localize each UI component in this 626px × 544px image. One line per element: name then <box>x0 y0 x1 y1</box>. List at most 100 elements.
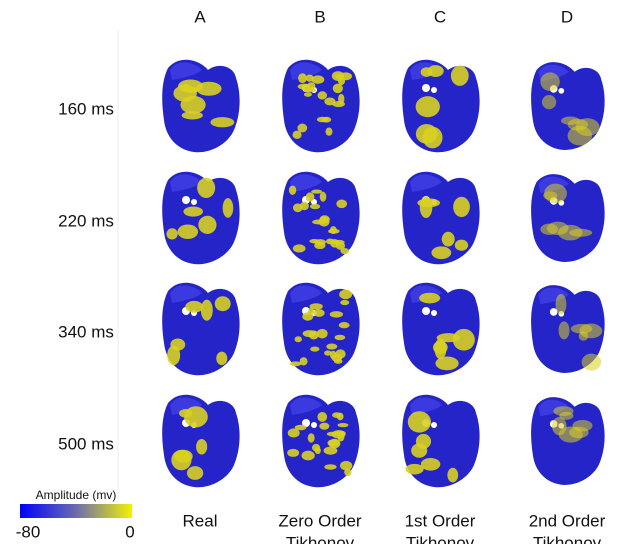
activation-patch <box>333 358 343 364</box>
activation-patch <box>294 336 302 343</box>
colorbar-min: -80 <box>16 522 41 541</box>
activation-patch <box>216 351 228 366</box>
activation-patch <box>329 350 337 360</box>
activation-patch <box>167 345 181 366</box>
activation-patch <box>339 289 353 300</box>
activation-patch <box>181 111 203 120</box>
heart-render <box>162 171 240 265</box>
activation-patch <box>405 463 424 475</box>
activation-patch <box>307 433 315 443</box>
activation-patch <box>420 457 441 471</box>
heart-render <box>282 171 360 265</box>
activation-patch <box>557 224 583 241</box>
activation-patch <box>337 76 346 86</box>
activation-patch <box>289 361 302 367</box>
activation-patch <box>552 416 567 436</box>
column-caption: Tikhonov <box>286 533 355 544</box>
colorbar <box>20 504 132 518</box>
activation-patch <box>294 424 307 431</box>
activation-patch <box>297 123 308 133</box>
heart-render <box>402 59 480 153</box>
activation-patch <box>450 65 469 86</box>
activation-patch <box>183 206 204 217</box>
activation-patch <box>200 299 213 321</box>
heart-render <box>531 397 605 485</box>
heart-render <box>162 282 240 376</box>
heart-shape <box>531 174 605 262</box>
activation-patch <box>310 346 320 352</box>
activation-patch <box>335 241 346 250</box>
row-label: 220 ms <box>58 211 114 230</box>
activation-patch <box>447 467 459 483</box>
activation-patch <box>210 117 235 128</box>
activation-patch <box>297 83 311 90</box>
activation-patch <box>334 334 346 341</box>
activation-patch <box>177 224 199 239</box>
column-caption: Zero Order <box>278 511 361 530</box>
activation-patch <box>338 322 350 329</box>
heart-render <box>531 174 605 262</box>
activation-patch <box>302 312 314 321</box>
heart-render <box>282 282 360 376</box>
activation-patch <box>332 101 345 108</box>
activation-patch <box>298 73 307 84</box>
heart-render <box>402 394 480 488</box>
heart-render <box>282 394 360 488</box>
activation-patch <box>419 196 433 219</box>
activation-patch <box>411 443 428 458</box>
activation-patch <box>570 323 593 334</box>
column-letter: A <box>194 7 206 26</box>
activation-patch <box>328 438 341 449</box>
activation-patch <box>544 183 567 204</box>
activation-patch <box>303 92 312 97</box>
activation-patch <box>559 411 574 420</box>
activation-patch <box>432 341 448 354</box>
activation-patch <box>222 198 234 218</box>
column-caption: Real <box>183 511 218 530</box>
activation-patch <box>185 300 204 313</box>
activation-patch <box>299 357 308 366</box>
activation-patch <box>166 228 178 240</box>
activation-patch <box>317 91 328 100</box>
activation-patch <box>419 292 441 304</box>
activation-patch <box>197 177 216 199</box>
row-label: 160 ms <box>58 99 114 118</box>
activation-patch <box>581 353 602 371</box>
activation-patch <box>329 311 344 318</box>
activation-patch <box>196 438 208 455</box>
activation-patch <box>309 303 323 310</box>
activation-patch <box>340 299 350 306</box>
activation-patch <box>198 215 217 234</box>
activation-patch <box>407 411 432 433</box>
activation-patch <box>441 231 455 247</box>
activation-patch <box>454 239 469 251</box>
activation-patch <box>324 350 332 356</box>
activation-patch <box>436 333 461 343</box>
column-caption: 2nd Order <box>529 511 606 530</box>
activation-patch <box>336 199 348 209</box>
activation-patch <box>332 412 342 418</box>
colorbar-max: 0 <box>125 522 134 541</box>
activation-patch <box>321 116 332 123</box>
activation-patch <box>572 420 593 432</box>
column-caption: 1st Order <box>405 511 476 530</box>
activation-patch <box>319 191 327 202</box>
activation-patch <box>541 95 557 110</box>
activation-patch <box>311 75 325 84</box>
activation-patch <box>340 460 353 471</box>
heart-render <box>402 282 480 376</box>
activation-patch <box>415 123 438 144</box>
column-caption: Tikhonov <box>406 533 475 544</box>
activation-patch <box>317 411 328 422</box>
heart-render <box>162 59 240 153</box>
activation-patch <box>427 65 444 77</box>
activation-patch <box>453 196 470 218</box>
colorbar-label: Amplitude (mv) <box>36 488 117 502</box>
heart-render <box>162 394 240 488</box>
heart-render <box>531 62 605 150</box>
activation-patch <box>174 449 193 463</box>
activation-patch <box>313 309 325 317</box>
activation-patch <box>325 127 333 136</box>
activation-patch <box>292 130 302 140</box>
activation-patch <box>309 203 321 210</box>
